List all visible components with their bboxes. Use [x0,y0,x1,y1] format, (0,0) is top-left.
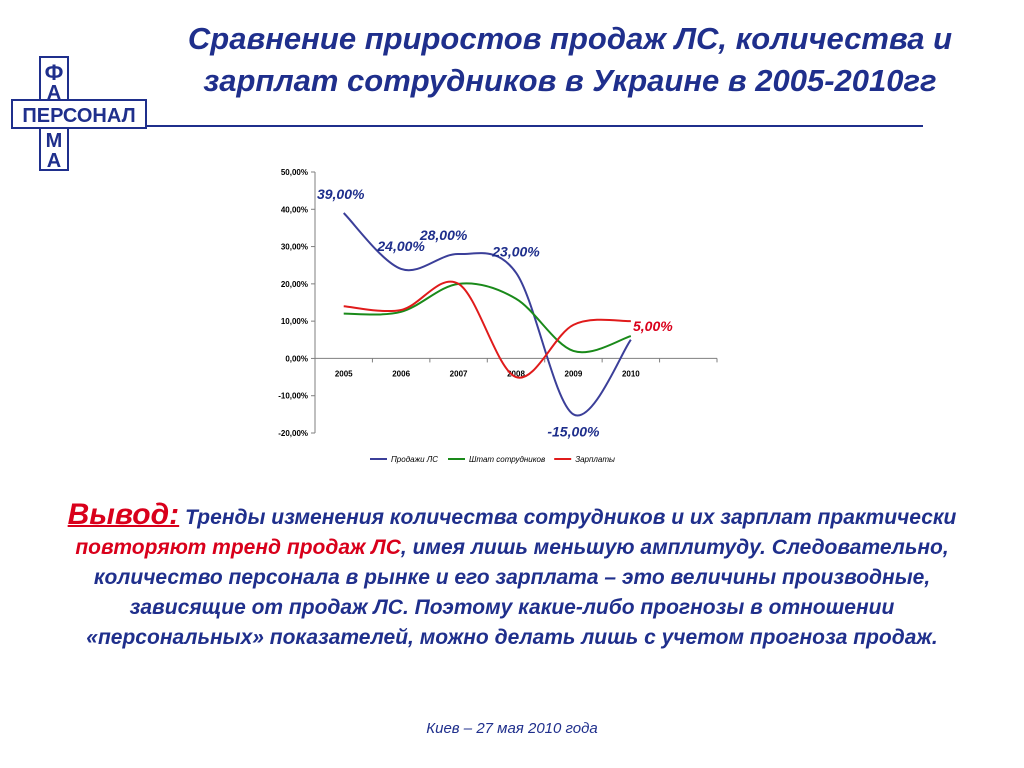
series-line-3 [343,280,631,379]
logo-letter-2: А [47,82,61,104]
y-tick-label: -10,00% [278,392,308,401]
logo-letter-4: А [47,150,61,172]
conclusion-highlight: повторяют тренд продаж ЛС [75,536,401,559]
x-tick-label: 2007 [450,369,468,378]
data-label: 23,00% [491,244,540,260]
data-label: -15,00% [547,423,600,439]
y-tick-label: -20,00% [278,429,308,438]
logo-word: ПЕРСОНАЛ [22,105,135,127]
data-label: 5,00% [633,318,673,334]
legend-label: Продажи ЛС [391,455,438,464]
x-tick-label: 2005 [335,369,353,378]
legend-label: Зарплаты [575,455,615,464]
page-title: Сравнение приростов продаж ЛС, количеств… [187,21,953,98]
y-tick-label: 0,00% [285,354,308,363]
data-label: 39,00% [317,186,365,202]
x-tick-label: 2009 [565,369,583,378]
conclusion-body-2: , имея лишь меньшую амплитуду. Следовате… [86,536,949,649]
data-label: 28,00% [419,227,468,243]
legend-label: Штат сотрудников [469,455,545,464]
fama-personal-logo: Ф А ПЕРСОНАЛ М А [11,56,147,172]
series-line-1 [343,212,632,417]
footer-date: Киев – 27 мая 2010 года [426,720,598,737]
title-divider [145,125,923,127]
conclusion-lead: Вывод: [67,498,180,531]
y-tick-label: 50,00% [281,168,308,177]
conclusion-body-1: Тренды изменения количества сотрудников … [179,506,957,529]
logo-letter-1: Ф [45,60,64,85]
x-tick-label: 2006 [392,369,410,378]
y-tick-label: 20,00% [281,280,308,289]
sales-growth-line-chart: 50,00% 40,00% 30,00% 20,00% 10,00% 0,00% -10,0… [278,168,718,464]
x-tick-label: 2008 [507,369,525,378]
conclusion-text: Вывод: Тренды изменения количества сотру… [40,500,984,653]
y-tick-label: 40,00% [281,205,308,214]
logo-letter-3: М [46,130,63,152]
data-label: 24,00% [376,238,425,254]
x-tick-label: 2010 [622,369,640,378]
series-line-2 [343,282,632,354]
y-tick-label: 10,00% [281,317,308,326]
y-tick-label: 30,00% [281,243,308,252]
